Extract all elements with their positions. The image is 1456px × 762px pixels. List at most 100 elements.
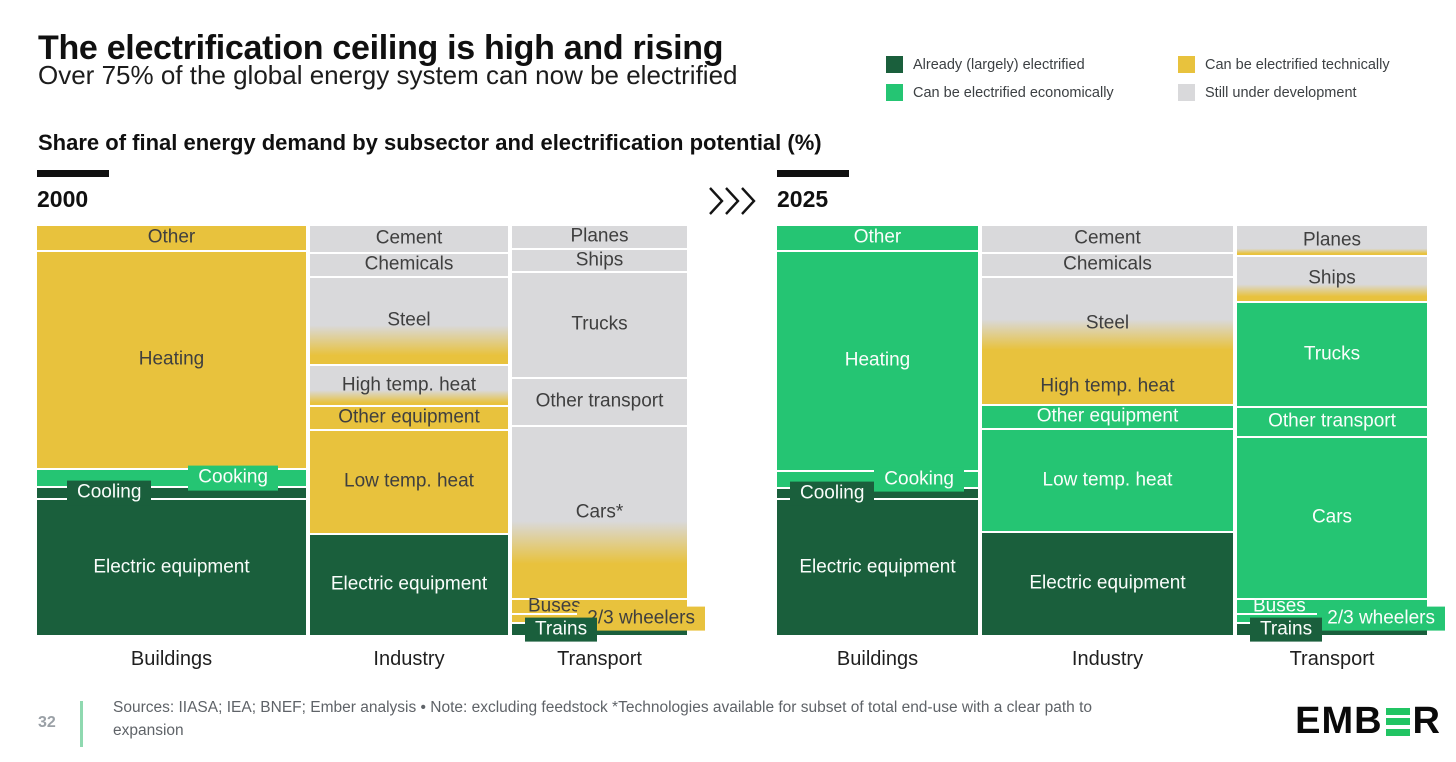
- segment-electric-equipment: Electric equipment: [310, 535, 508, 635]
- logo-text-pre: EMB: [1295, 700, 1383, 742]
- segment-label: Cooking: [874, 467, 964, 492]
- year-marker: [777, 170, 849, 177]
- segment-label: Planes: [570, 225, 629, 247]
- column-buildings: Other Heating Cooking Cooling Electric equip…: [777, 226, 978, 671]
- segment-high-temp-heat: High temp. heat: [310, 366, 508, 405]
- segment-label: Trucks: [1303, 343, 1361, 365]
- segment-label: Trucks: [571, 313, 628, 335]
- segment-label: Trains: [1250, 617, 1323, 642]
- segment-label: High temp. heat: [341, 374, 477, 396]
- column-transport: Planes Ships Trucks Other transport Cars Buse…: [1237, 226, 1445, 671]
- segment-label: Chemicals: [364, 253, 454, 275]
- segment-label: 2/3 wheelers: [577, 606, 705, 631]
- axis-label-industry: Industry: [1071, 648, 1144, 670]
- page-title: The electrification ceiling is high and …: [38, 28, 724, 67]
- year-label: 2000: [37, 186, 89, 212]
- segment-cars: Cars*: [512, 427, 687, 598]
- segment-ships: Ships: [1237, 257, 1427, 301]
- segment-label: Buses: [1253, 595, 1306, 617]
- legend-swatch-development-icon: [1178, 84, 1195, 101]
- legend-item: Can be electrified technically: [1178, 56, 1390, 73]
- segment-label: Other equipment: [338, 406, 480, 428]
- column-stack: Cement Chemicals Steel High temp. heat Other…: [310, 226, 508, 635]
- footer-divider: [80, 701, 83, 747]
- legend-label: Can be electrified economically: [913, 84, 1114, 101]
- ember-logo: EMB R: [1295, 700, 1441, 743]
- segment-low-temp-heat: Low temp. heat: [982, 430, 1233, 531]
- segment-ships: Ships: [512, 249, 687, 271]
- axis-label-buildings: Buildings: [130, 648, 213, 670]
- chart-panel-2025: Other Heating Cooking Cooling Electric equip…: [777, 226, 1445, 671]
- segment-label: Chemicals: [1063, 253, 1152, 275]
- legend-item: Still under development: [1178, 84, 1390, 101]
- column-stack: Planes Ships Trucks Other transport Cars Buse…: [1237, 226, 1445, 642]
- segment-label: High temp. heat: [1040, 375, 1175, 397]
- legend-item: Can be electrified economically: [886, 84, 1178, 101]
- segment-label: Other: [147, 226, 196, 248]
- column-stack: Other Heating Cooking Cooling Electric equip…: [37, 226, 306, 635]
- segment-trucks: Trucks: [512, 273, 687, 377]
- legend-label: Already (largely) electrified: [913, 56, 1085, 73]
- segment-steel: Steel: [982, 278, 1233, 370]
- segment-high-temp-heat: High temp. heat: [982, 370, 1233, 404]
- segment-electric-equipment: Electric equipment: [37, 500, 306, 635]
- segment-other-transport: Other transport: [512, 379, 687, 425]
- segment-label: Low temp. heat: [344, 470, 474, 492]
- segment-label: Electric equipment: [799, 556, 956, 578]
- page-number: 32: [38, 714, 56, 731]
- segment-label: Buses: [528, 595, 581, 617]
- year-block-2025: 2025: [777, 170, 849, 213]
- legend-swatch-economic-icon: [886, 84, 903, 101]
- chart-heading: Share of final energy demand by subsecto…: [38, 130, 822, 155]
- logo-text-post: R: [1412, 700, 1441, 742]
- segment-cars: Cars: [1237, 438, 1427, 598]
- segment-other-equipment: Other equipment: [982, 406, 1233, 428]
- segment-label: Planes: [1302, 229, 1362, 251]
- segment-label: Electric equipment: [1029, 572, 1186, 594]
- segment-chemicals: Chemicals: [982, 254, 1233, 276]
- segment-electric-equipment: Electric equipment: [777, 500, 978, 635]
- segment-label: Ships: [1308, 267, 1356, 289]
- segment-label: Trains: [525, 617, 598, 642]
- legend-label: Can be electrified technically: [1205, 56, 1390, 73]
- axis-label-transport: Transport: [1289, 648, 1375, 670]
- segment-label: 2/3 wheelers: [1317, 606, 1445, 631]
- year-label: 2025: [777, 186, 829, 212]
- segment-other-transport: Other transport: [1237, 408, 1427, 436]
- segment-label: Ships: [575, 249, 624, 271]
- segment-other: Other: [37, 226, 306, 250]
- segment-label: Cement: [1074, 227, 1141, 249]
- segment-label: Other transport: [535, 390, 664, 412]
- segment-label: Heating: [138, 348, 205, 370]
- segment-label: Steel: [387, 309, 431, 331]
- segment-label: Cars: [1311, 506, 1353, 528]
- year-block-2000: 2000: [37, 170, 109, 213]
- segment-low-temp-heat: Low temp. heat: [310, 431, 508, 533]
- segment-label: Cooking: [188, 465, 278, 491]
- segment-cement: Cement: [310, 226, 508, 252]
- segment-heating: Heating: [37, 252, 306, 468]
- segment-label: Other: [853, 226, 902, 248]
- segment-label: Other equipment: [1036, 405, 1179, 427]
- segment-label: Cooling: [67, 480, 152, 506]
- column-stack: Other Heating Cooking Cooling Electric equip…: [777, 226, 978, 635]
- legend-label: Still under development: [1205, 84, 1357, 101]
- axis-label-buildings: Buildings: [836, 648, 919, 670]
- chart-panel-2000: Other Heating Cooking Cooling Electric equip…: [37, 225, 705, 671]
- segment-2-3-wheelers: 2/3 wheelers: [512, 606, 705, 631]
- logo-green-e-icon: [1385, 707, 1410, 736]
- page-subtitle: Over 75% of the global energy system can…: [38, 60, 738, 90]
- segment-other-equipment: Other equipment: [310, 407, 508, 429]
- legend-swatch-technical-icon: [1178, 56, 1195, 73]
- segment-trucks: Trucks: [1237, 303, 1427, 406]
- legend-item: Already (largely) electrified: [886, 56, 1178, 73]
- segment-heating: Heating: [777, 252, 978, 470]
- segment-steel: Steel: [310, 278, 508, 364]
- triple-chevron-right-icon: [707, 186, 757, 221]
- axis-label-industry: Industry: [373, 648, 445, 670]
- legend-swatch-already-icon: [886, 56, 903, 73]
- segment-other: Other: [777, 226, 978, 250]
- segment-cement: Cement: [982, 226, 1233, 252]
- segment-label: Low temp. heat: [1042, 469, 1173, 491]
- column-stack: Cement Chemicals Steel High temp. heat Other…: [982, 226, 1233, 635]
